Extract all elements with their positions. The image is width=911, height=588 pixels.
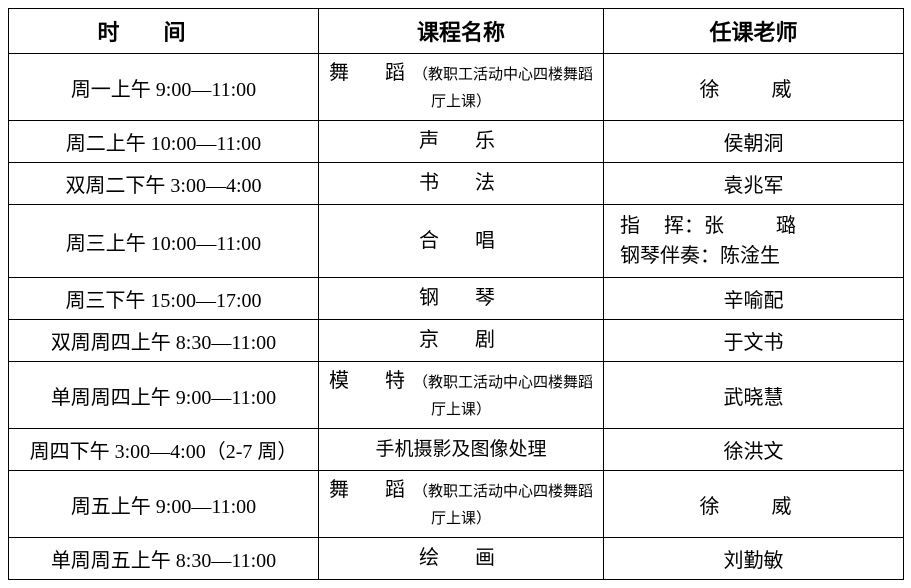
course-note-text: （教职工活动中心四楼舞蹈厅上课） [413, 484, 593, 527]
cell-course: 手机摄影及图像处理 [319, 429, 604, 471]
cell-teacher: 侯朝洞 [604, 121, 904, 163]
table-row: 单周周五上午 8:30—11:00 绘 画 刘勤敏 [9, 538, 904, 580]
cell-teacher: 刘勤敏 [604, 538, 904, 580]
table-row: 单周周四上午 9:00—11:00模 特（教职工活动中心四楼舞蹈厅上课）武晓慧 [9, 362, 904, 429]
cell-time: 周三上午 10:00—11:00 [9, 205, 319, 278]
teacher-name: 武晓慧 [724, 387, 784, 409]
teacher-line: 指挥：张 璐 [620, 211, 887, 241]
cell-teacher: 袁兆军 [604, 163, 904, 205]
cell-teacher: 武晓慧 [604, 362, 904, 429]
course-main-text: 声 乐 [419, 130, 503, 152]
table-row: 周五上午 9:00—11:00舞 蹈（教职工活动中心四楼舞蹈厅上课）徐 威 [9, 471, 904, 538]
table-row: 周一上午 9:00—11:00舞 蹈（教职工活动中心四楼舞蹈厅上课）徐 威 [9, 54, 904, 121]
cell-course: 模 特（教职工活动中心四楼舞蹈厅上课） [319, 362, 604, 429]
teacher-name: 于文书 [724, 332, 784, 354]
table-row: 周二上午 10:00—11:00 声 乐 侯朝洞 [9, 121, 904, 163]
cell-course: 绘 画 [319, 538, 604, 580]
cell-time: 周三下午 15:00—17:00 [9, 278, 319, 320]
course-note-text: （教职工活动中心四楼舞蹈厅上课） [413, 375, 593, 418]
course-note-text: （教职工活动中心四楼舞蹈厅上课） [413, 67, 593, 110]
cell-time: 单周周五上午 8:30—11:00 [9, 538, 319, 580]
cell-course: 声 乐 [319, 121, 604, 163]
table-row: 双周二下午 3:00—4:00 书 法 袁兆军 [9, 163, 904, 205]
teacher-name: 辛喻配 [724, 290, 784, 312]
course-main-text: 钢 琴 [419, 287, 503, 309]
course-main-text: 模 特 [329, 370, 413, 392]
cell-teacher: 辛喻配 [604, 278, 904, 320]
cell-time: 周二上午 10:00—11:00 [9, 121, 319, 163]
header-course: 课程名称 [319, 9, 604, 54]
cell-teacher: 徐 威 [604, 471, 904, 538]
header-teacher: 任课老师 [604, 9, 904, 54]
cell-teacher: 徐 威 [604, 54, 904, 121]
course-main-text: 舞 蹈 [329, 479, 413, 501]
teacher-name: 徐洪文 [724, 441, 784, 463]
cell-time: 周四下午 3:00—4:00（2-7 周） [9, 429, 319, 471]
course-main-text: 手机摄影及图像处理 [375, 439, 546, 460]
course-main-text: 京 剧 [419, 329, 503, 351]
teacher-name: 侯朝洞 [724, 133, 784, 155]
cell-course: 舞 蹈（教职工活动中心四楼舞蹈厅上课） [319, 54, 604, 121]
teacher-line: 钢琴伴奏：陈淦生 [620, 241, 887, 271]
teacher-name: 袁兆军 [724, 175, 784, 197]
cell-teacher: 于文书 [604, 320, 904, 362]
course-main-text: 绘 画 [419, 547, 503, 569]
cell-course: 钢 琴 [319, 278, 604, 320]
course-main-text: 书 法 [419, 172, 503, 194]
cell-time: 双周二下午 3:00—4:00 [9, 163, 319, 205]
table-row: 周三上午 10:00—11:00 合 唱 指挥：张 璐钢琴伴奏：陈淦生 [9, 205, 904, 278]
header-time: 时间 [9, 9, 319, 54]
course-main-text: 舞 蹈 [329, 62, 413, 84]
cell-course: 舞 蹈（教职工活动中心四楼舞蹈厅上课） [319, 471, 604, 538]
cell-time: 单周周四上午 9:00—11:00 [9, 362, 319, 429]
cell-teacher: 指挥：张 璐钢琴伴奏：陈淦生 [604, 205, 904, 278]
teacher-name: 刘勤敏 [724, 550, 784, 572]
schedule-table: 时间 课程名称 任课老师 周一上午 9:00—11:00舞 蹈（教职工活动中心四… [8, 8, 904, 580]
table-row: 周三下午 15:00—17:00 钢 琴 辛喻配 [9, 278, 904, 320]
cell-course: 合 唱 [319, 205, 604, 278]
table-row: 周四下午 3:00—4:00（2-7 周） 手机摄影及图像处理 徐洪文 [9, 429, 904, 471]
table-row: 双周周四上午 8:30—11:00 京 剧 于文书 [9, 320, 904, 362]
cell-time: 周五上午 9:00—11:00 [9, 471, 319, 538]
cell-time: 周一上午 9:00—11:00 [9, 54, 319, 121]
cell-teacher: 徐洪文 [604, 429, 904, 471]
teacher-name: 徐 威 [700, 496, 808, 518]
course-main-text: 合 唱 [419, 230, 503, 252]
cell-course: 京 剧 [319, 320, 604, 362]
table-header-row: 时间 课程名称 任课老师 [9, 9, 904, 54]
cell-time: 双周周四上午 8:30—11:00 [9, 320, 319, 362]
cell-course: 书 法 [319, 163, 604, 205]
teacher-name: 徐 威 [700, 79, 808, 101]
